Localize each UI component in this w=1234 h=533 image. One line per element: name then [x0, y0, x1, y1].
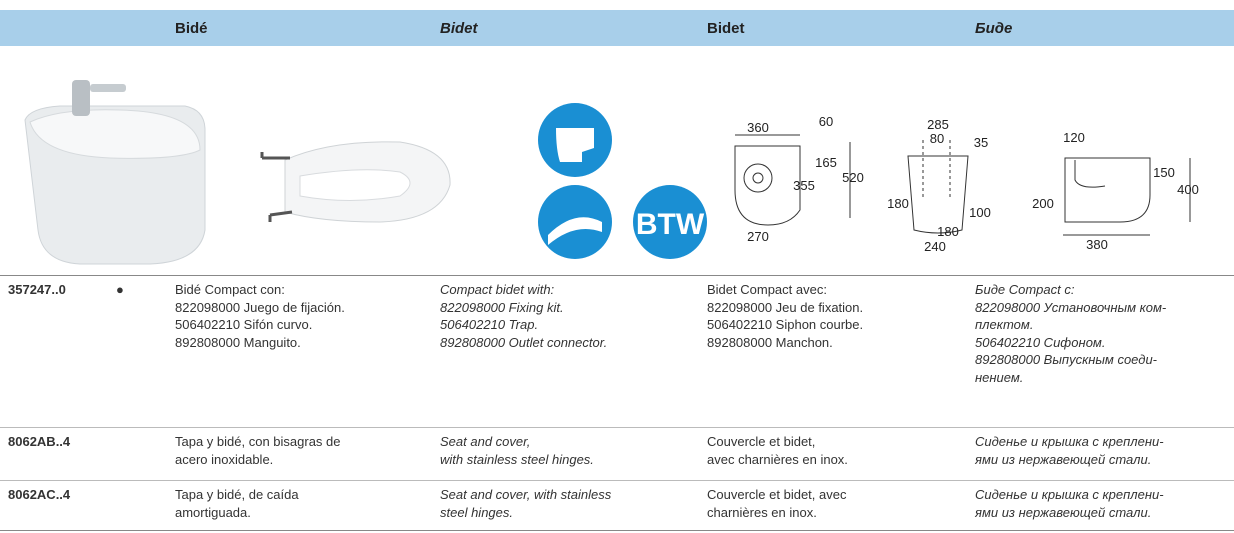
dimension-label: 380 — [1086, 237, 1108, 252]
row-separator — [0, 530, 1234, 531]
description-line: Couvercle et bidet, — [707, 434, 816, 449]
row-separator — [0, 427, 1234, 428]
dimension-label: 355 — [793, 178, 815, 193]
dimension-label: 120 — [1063, 130, 1085, 145]
dimension-label: 240 — [924, 239, 946, 254]
header-col: Bidet — [440, 20, 478, 37]
description-line: charnières en inox. — [707, 504, 817, 520]
description-line: 892808000 Manguito. — [175, 334, 301, 350]
dimension-label: 520 — [842, 170, 864, 185]
description-line: Couvercle et bidet, avec — [707, 487, 847, 502]
description-line: 506402210 Sifón curvo. — [175, 317, 313, 333]
description-line: 892808000 Outlet connector. — [440, 334, 608, 350]
dimension-label: 35 — [974, 135, 988, 150]
description-line: 822098000 Jeu de fixation. — [707, 299, 864, 315]
description-line: 822098000 Juego de fijación. — [175, 299, 345, 315]
description-line: Сиденье и крышка с креплени- — [975, 434, 1164, 449]
description-line: amortiguada. — [175, 504, 251, 520]
dimension-label: 180 — [937, 224, 959, 239]
row-separator — [0, 480, 1234, 481]
dimension-label: 200 — [1032, 196, 1054, 211]
dimension-label: 150 — [1153, 165, 1175, 180]
item-code: 357247..0 — [8, 282, 66, 297]
description-line: 506402210 Сифоном. — [975, 334, 1106, 350]
item-code: 8062AC..4 — [8, 487, 71, 502]
header-col: Bidet — [707, 20, 745, 37]
dimension-label: 360 — [747, 120, 769, 135]
description-line: Tapa y bidé, de caída — [175, 487, 299, 502]
description-line: Compact bidet with: — [440, 282, 555, 297]
description-line: 822098000 Установочным ком- — [975, 299, 1167, 315]
description-line: avec charnières en inox. — [707, 451, 848, 467]
description-line: Seat and cover, with stainless — [440, 487, 612, 502]
description-line: 892808000 Выпускным соеди- — [975, 352, 1158, 368]
description-line: 506402210 Siphon courbe. — [707, 317, 864, 333]
description-line: ями из нержавеющей стали. — [975, 451, 1152, 467]
description-line: with stainless steel hinges. — [440, 451, 594, 467]
description-line: Сиденье и крышка с креплени- — [975, 487, 1164, 502]
dimension-label: 270 — [747, 229, 769, 244]
description-line: Seat and cover, — [440, 434, 531, 449]
description-line: Bidé Compact con: — [175, 282, 285, 297]
icons: BTW — [538, 103, 707, 259]
description-line: Биде Compact с: — [975, 282, 1075, 297]
dimension-label: 400 — [1177, 182, 1199, 197]
description-line: steel hinges. — [440, 504, 513, 520]
header-bar — [0, 10, 1234, 46]
description-line: acero inoxidable. — [175, 451, 274, 467]
row-separator — [0, 275, 1234, 276]
item-code: 8062AB..4 — [8, 434, 71, 449]
technical-drawings — [734, 134, 1191, 236]
seat-photo — [260, 141, 451, 223]
dimension-label: 60 — [819, 114, 833, 129]
description-line: 822098000 Fixing kit. — [440, 299, 564, 315]
description-line: Tapa y bidé, con bisagras de — [175, 434, 341, 449]
dimension-label: 285 — [927, 117, 949, 132]
availability-mark: ● — [116, 282, 124, 297]
description-line: плектом. — [975, 317, 1034, 333]
dimension-label: 180 — [887, 196, 909, 211]
header-col: Bidé — [175, 20, 208, 37]
description-line: 892808000 Manchon. — [707, 334, 833, 350]
description-line: Bidet Compact avec: — [707, 282, 827, 297]
btw-icon: BTW — [636, 208, 705, 241]
dimension-label: 165 — [815, 155, 837, 170]
bidet-photo — [24, 80, 206, 265]
header-col: Биде — [975, 20, 1013, 37]
description-line: 506402210 Trap. — [440, 317, 539, 333]
description-line: ями из нержавеющей стали. — [975, 504, 1152, 520]
description-line: нением. — [975, 370, 1024, 385]
dimension-label: 100 — [969, 205, 991, 220]
dimension-label: 80 — [930, 131, 944, 146]
